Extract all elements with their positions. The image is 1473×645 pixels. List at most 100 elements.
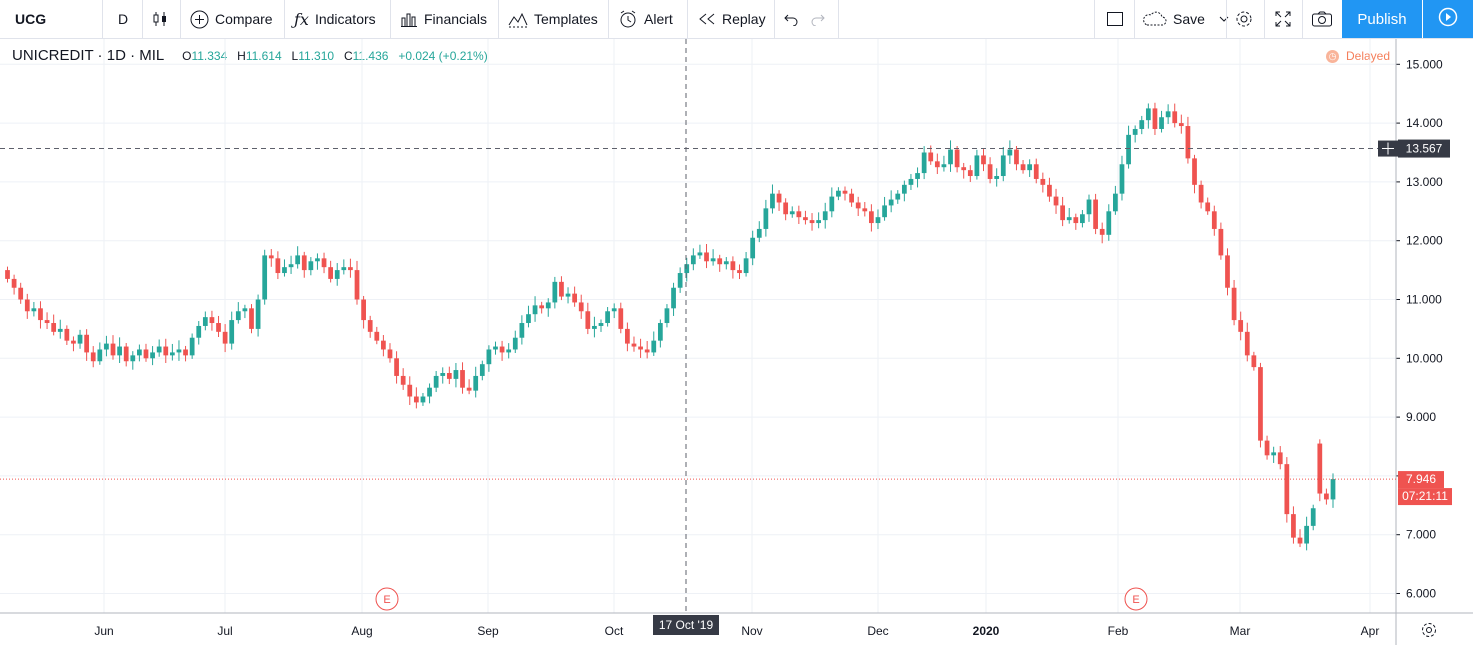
candle	[1284, 464, 1290, 515]
indicators-button[interactable]: ƒx Indicators	[294, 0, 376, 38]
candle	[288, 264, 294, 268]
candle	[262, 255, 268, 300]
candle	[90, 352, 96, 362]
x-tick-label: Oct	[605, 624, 624, 638]
candle	[1304, 525, 1309, 544]
candle	[849, 193, 854, 203]
chart-style-button[interactable]	[151, 0, 175, 38]
candle	[710, 258, 716, 262]
candle	[334, 270, 340, 279]
fullscreen-button[interactable]	[1274, 0, 1298, 38]
candle	[387, 349, 393, 359]
save-button[interactable]: Save	[1141, 0, 1235, 38]
candle	[143, 349, 149, 359]
candle	[1317, 443, 1323, 494]
redo-button[interactable]	[810, 0, 832, 38]
candle	[526, 314, 531, 324]
candle	[1165, 111, 1171, 118]
delayed-badge[interactable]: ◷ Delayed	[1326, 49, 1390, 63]
candle	[539, 305, 545, 309]
candle	[1053, 196, 1059, 206]
compare-button[interactable]: Compare	[190, 0, 273, 38]
snapshot-button[interactable]	[1311, 0, 1339, 38]
candle	[737, 270, 742, 274]
candle	[1020, 164, 1026, 171]
function-icon: ƒx	[294, 9, 309, 29]
candle	[855, 202, 861, 209]
candle	[671, 287, 676, 309]
x-tick-label: Nov	[741, 624, 762, 638]
candle	[921, 152, 927, 174]
candle	[202, 317, 208, 326]
plus-circle-icon	[190, 10, 209, 29]
replay-label: Replay	[722, 11, 766, 27]
candle	[1192, 158, 1197, 185]
alert-button[interactable]: Alert	[618, 0, 673, 38]
candle	[895, 193, 901, 200]
legend-open-label: O	[182, 49, 192, 63]
y-tick-label: 14.000	[1406, 116, 1443, 130]
candle	[407, 384, 413, 397]
candle	[743, 258, 749, 274]
candle	[776, 193, 782, 203]
gear-icon	[1234, 9, 1254, 29]
candle	[1291, 514, 1296, 538]
legend-symbol: UNICREDIT · 1D · MIL	[12, 47, 165, 64]
last-price-box	[1398, 471, 1444, 489]
candle	[789, 211, 795, 215]
templates-button[interactable]: Templates	[508, 0, 598, 38]
chevron-down-icon	[1219, 16, 1229, 22]
candle	[183, 349, 188, 356]
candle	[315, 258, 320, 262]
candle	[460, 370, 465, 388]
undo-icon	[783, 12, 799, 26]
candle	[1324, 493, 1329, 500]
symbol-search[interactable]: UCG	[15, 0, 46, 38]
candle	[1310, 508, 1316, 526]
interval-button[interactable]: D	[118, 0, 128, 38]
candle	[11, 278, 17, 288]
candle	[1080, 214, 1085, 224]
candle	[770, 193, 775, 209]
candle	[1198, 184, 1204, 203]
candle	[189, 337, 195, 356]
clock-icon: ◷	[1326, 49, 1339, 63]
candle	[1119, 164, 1125, 194]
legend-open-value: 11.334	[191, 49, 228, 63]
publish-button[interactable]: Publish	[1342, 0, 1422, 38]
price-chart[interactable]: 6.0007.0008.0009.00010.00011.00012.00013…	[0, 39, 1473, 645]
undo-button[interactable]	[783, 0, 805, 38]
candle	[928, 152, 934, 162]
candle	[954, 149, 960, 168]
candle	[38, 308, 43, 321]
x-tick-label: Aug	[351, 624, 372, 638]
candle	[1073, 217, 1079, 224]
candle	[1099, 228, 1105, 235]
crosshair-date-label: 17 Oct '19	[659, 618, 714, 632]
bar-chart-icon	[400, 10, 418, 28]
candle	[717, 258, 723, 265]
candle	[559, 281, 564, 297]
replay-button[interactable]: Replay	[698, 0, 766, 38]
publish-label: Publish	[1357, 10, 1407, 28]
layout-button[interactable]	[1106, 0, 1130, 38]
candle	[987, 164, 993, 179]
candle	[348, 267, 353, 271]
candle	[433, 375, 439, 388]
candle	[1060, 205, 1065, 221]
settings-button[interactable]	[1234, 0, 1260, 38]
camera-icon	[1311, 10, 1333, 28]
financials-button[interactable]: Financials	[400, 0, 487, 38]
candle	[493, 346, 498, 350]
x-tick-label: Apr	[1361, 624, 1380, 638]
play-button[interactable]	[1423, 0, 1473, 38]
scale-settings-button[interactable]	[1420, 621, 1438, 644]
plus-icon	[1382, 142, 1394, 155]
candle	[862, 208, 868, 212]
candle	[1271, 452, 1277, 456]
candle	[31, 308, 37, 312]
candle	[512, 337, 518, 350]
candle	[1297, 537, 1303, 544]
candle	[44, 320, 50, 324]
cloud-icon	[1141, 11, 1167, 27]
